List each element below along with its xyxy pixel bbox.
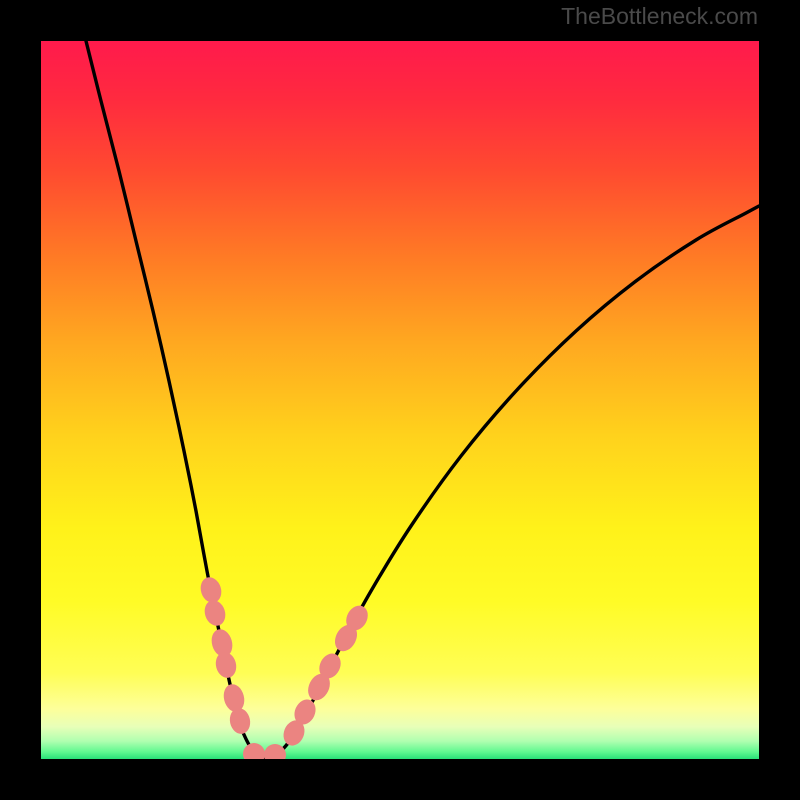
marker-group-bottom (243, 743, 286, 759)
curve-marker (264, 744, 286, 759)
canvas: TheBottleneck.com (0, 0, 800, 800)
curve-marker (243, 743, 265, 759)
chart-svg (41, 41, 759, 759)
watermark-text: TheBottleneck.com (561, 3, 758, 30)
curve-left (86, 41, 266, 758)
curve-marker (228, 706, 253, 736)
curve-marker (221, 682, 247, 714)
plot-area (41, 41, 759, 759)
curve-marker (201, 598, 228, 629)
marker-group-left (197, 575, 252, 736)
curve-marker (213, 650, 239, 680)
curve-right (266, 206, 759, 758)
marker-group-right (280, 602, 372, 749)
